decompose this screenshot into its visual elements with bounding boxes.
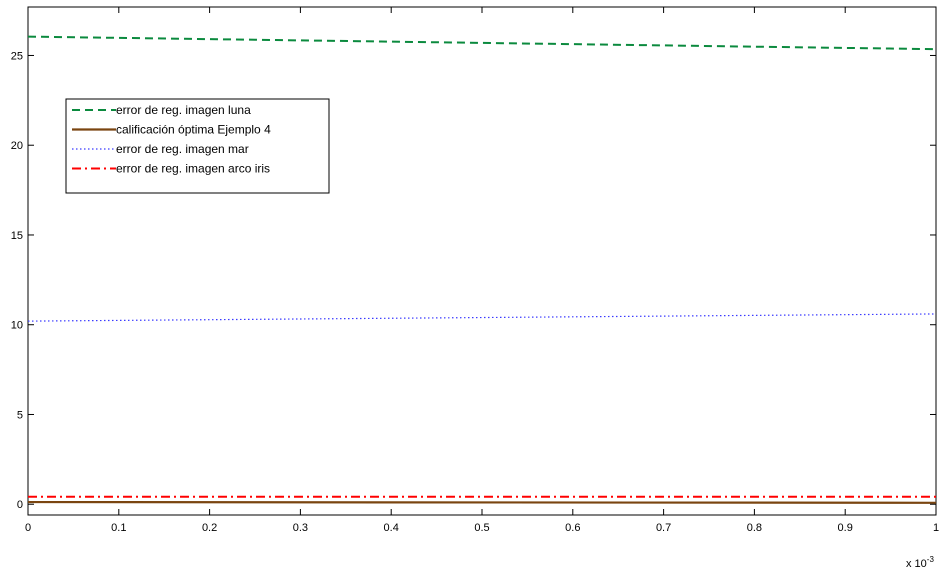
series-line-0: [27, 35, 937, 51]
legend-box: [65, 98, 330, 194]
x-tick-label-7: 0.7: [656, 522, 671, 534]
series-layer: [27, 35, 937, 504]
y-axis: 0 5 10 15 20 25: [11, 50, 936, 511]
x-tick-label-10: 1: [933, 522, 939, 534]
x-tick-label-2: 0.2: [202, 522, 217, 534]
x-tick-label-9: 0.9: [838, 522, 853, 534]
legend: error de reg. imagen luna calificación óp…: [65, 98, 330, 194]
x-tick-label-0: 0: [25, 522, 31, 534]
legend-label-1: calificación óptima Ejemplo 4: [116, 123, 271, 137]
plot-area: [27, 6, 937, 516]
y-tick-label-5: 25: [11, 50, 23, 62]
x-axis-multiplier-exponent: -3: [927, 555, 935, 564]
legend-label-3: error de reg. imagen arco iris: [116, 162, 270, 176]
x-axis-multiplier: x 10-3: [906, 555, 934, 570]
x-tick-label-5: 0.5: [474, 522, 489, 534]
x-axis-multiplier-base: x 10: [906, 558, 927, 570]
x-axis: 0 0.1 0.2 0.3 0.4 0.5 0.6 0.7 0.8 0.9 1: [25, 7, 939, 534]
legend-label-0: error de reg. imagen luna: [116, 103, 251, 117]
legend-label-2: error de reg. imagen mar: [116, 142, 249, 156]
y-tick-label-2: 10: [11, 320, 23, 332]
x-tick-label-3: 0.3: [293, 522, 308, 534]
series-line-2: [27, 313, 937, 322]
y-tick-label-0: 0: [17, 499, 23, 511]
y-tick-label-3: 15: [11, 230, 23, 242]
x-tick-label-6: 0.6: [565, 522, 580, 534]
y-tick-label-4: 20: [11, 140, 23, 152]
series-line-1: [27, 500, 937, 504]
y-tick-label-1: 5: [17, 409, 23, 421]
x-tick-label-4: 0.4: [384, 522, 399, 534]
x-tick-label-1: 0.1: [111, 522, 126, 534]
x-tick-label-8: 0.8: [747, 522, 762, 534]
